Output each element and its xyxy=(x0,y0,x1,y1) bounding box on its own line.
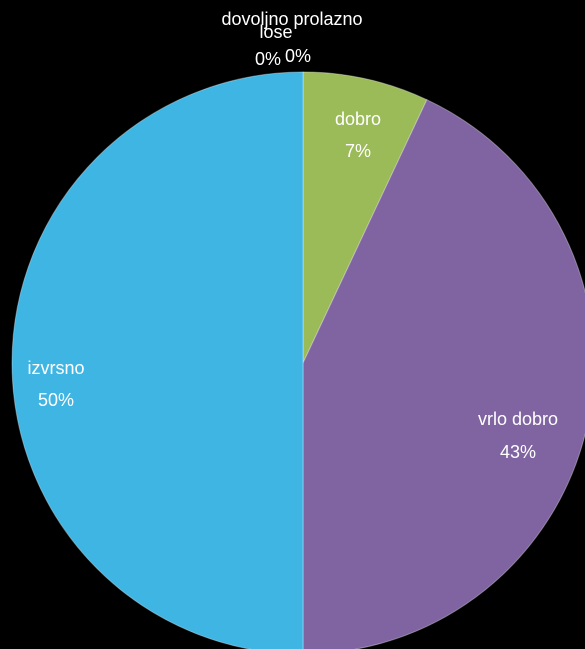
slice-label: dovoljno prolazno xyxy=(221,9,362,29)
slice-label: izvrsno xyxy=(27,358,84,378)
slice-label: lose xyxy=(259,22,292,42)
slice-label: vrlo dobro xyxy=(478,409,558,429)
slice-value-label: 0% xyxy=(255,49,281,69)
pie-slice xyxy=(11,71,304,649)
pie-slice xyxy=(302,71,428,364)
slice-value-label: 43% xyxy=(500,442,536,462)
slice-value-label: 7% xyxy=(345,141,371,161)
slice-value-label: 0% xyxy=(285,46,311,66)
slice-value-label: 50% xyxy=(38,390,74,410)
slice-label: dobro xyxy=(335,109,381,129)
pie-slice xyxy=(302,99,585,649)
